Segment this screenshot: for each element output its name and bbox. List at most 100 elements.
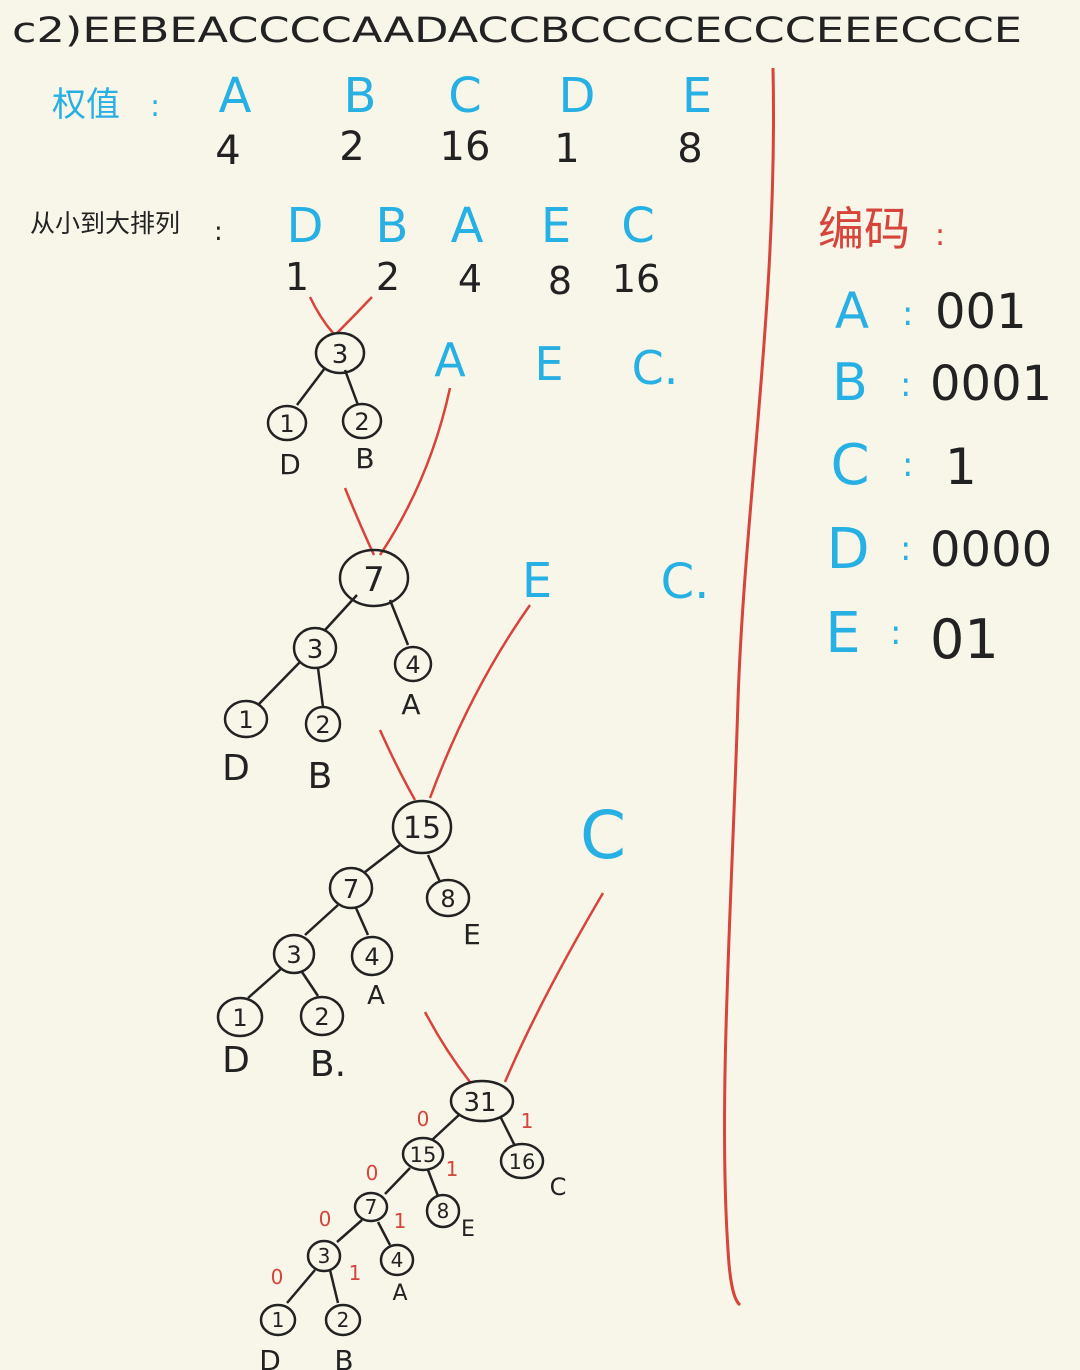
codes-title-colon: :: [935, 218, 945, 253]
merge-line: [503, 892, 605, 1083]
remaining-letter: E: [534, 337, 563, 391]
sorted-letter: C: [621, 198, 655, 254]
tree-node: 1 D: [222, 699, 269, 789]
tree-edge: [304, 904, 339, 936]
node-value: 15: [410, 1143, 437, 1167]
leaf-letter: B: [334, 1344, 353, 1370]
tree-edge: [324, 594, 358, 631]
leaf-letter: A: [367, 981, 385, 1011]
code-letter: D: [826, 517, 869, 582]
tree-node: 2 B: [341, 402, 383, 475]
weight-letter: E: [682, 68, 712, 124]
merge-line: [308, 296, 334, 334]
node-value: 3: [307, 635, 324, 665]
branch-bit: 0: [271, 1265, 284, 1289]
tree-node: 31: [449, 1079, 515, 1123]
sorted-letter: E: [541, 198, 571, 254]
node-value: 7: [363, 560, 385, 600]
sorted-value: 8: [548, 259, 572, 303]
leaf-letter: A: [401, 688, 420, 721]
sorted-value: 1: [285, 255, 309, 299]
step2: 7 3 4 A 1 D 2 B E C.: [222, 387, 710, 797]
leaf-letter: E: [463, 918, 481, 951]
tree-edge: [364, 844, 401, 873]
sorted-value: 2: [376, 255, 400, 299]
node-value: 2: [315, 711, 330, 739]
remaining-letter: C.: [661, 554, 710, 610]
tree-edge: [376, 1221, 392, 1246]
branch-bit: 0: [366, 1161, 379, 1185]
remaining-letter: C.: [632, 341, 679, 395]
code-colon: :: [900, 529, 911, 569]
tree-edge: [296, 367, 326, 406]
sorted-colon: :: [214, 217, 223, 247]
tree-step4: 31 15 16 C 7 8 E 3: [259, 1079, 567, 1370]
problem-string: c2)EEBEACCCCAADACCBCCCCECCCEEECCCE: [12, 11, 1022, 51]
leaf-letter: B: [355, 442, 374, 475]
code-value: 001: [935, 284, 1027, 340]
code-value: 0000: [930, 522, 1052, 578]
tree-edge: [343, 369, 360, 406]
code-colon: :: [902, 294, 913, 334]
merge-line: [378, 729, 417, 801]
tree-edge: [384, 1167, 411, 1195]
tree-node: 2 B: [304, 705, 342, 797]
leaf-letter: C: [550, 1173, 567, 1201]
weight-value: 2: [339, 124, 364, 170]
remaining-letter: A: [434, 333, 466, 387]
tree-edge: [336, 1219, 363, 1243]
tree-node: 4 A: [379, 1243, 415, 1306]
tree-node: 3: [272, 933, 316, 975]
leaf-letter: D: [259, 1344, 281, 1370]
code-letter: A: [835, 282, 869, 340]
tree-node: 7: [328, 866, 374, 910]
node-value: 4: [405, 651, 420, 679]
weight-value: 16: [440, 124, 491, 170]
tree-node: 1 D: [216, 996, 264, 1081]
tree-edge: [316, 667, 325, 708]
sorted-letter: B: [376, 198, 409, 254]
sorted-letter: A: [451, 198, 484, 254]
code-value: 01: [930, 608, 999, 671]
tree-edge: [328, 1269, 340, 1304]
tree-node: 16 C: [499, 1142, 567, 1201]
node-value: 15: [403, 811, 441, 846]
tree-node: 2 B.: [299, 995, 346, 1085]
code-colon: :: [900, 365, 911, 405]
remaining-letter: E: [522, 553, 552, 609]
weight-letter: C: [448, 68, 482, 124]
branch-bit: 1: [521, 1109, 534, 1133]
tree-step2: 7 3 4 A 1 D 2 B: [222, 548, 433, 797]
tree-edge: [431, 1113, 461, 1141]
code-letter: B: [832, 353, 868, 413]
tree-node: 7: [353, 1191, 389, 1223]
tree-node: 3: [306, 1239, 342, 1273]
code-letter: C: [830, 433, 869, 498]
step4: 31 15 16 C 7 8 E 3: [259, 892, 605, 1370]
node-value: 7: [343, 875, 360, 905]
leaf-letter: E: [461, 1217, 475, 1242]
branch-bit: 1: [394, 1209, 407, 1233]
tree-node: 3: [292, 626, 338, 670]
sorted-value: 16: [612, 257, 660, 301]
node-value: 8: [440, 885, 455, 913]
node-value: 31: [463, 1088, 496, 1118]
node-value: 7: [365, 1195, 378, 1219]
node-value: 4: [364, 943, 379, 971]
sorted-row: 从小到大排列 : D B A E C 1 2 4 8 16: [30, 198, 660, 303]
leaf-letter: A: [392, 1281, 407, 1306]
step3: 15 7 8 E 3 4 A 1 D: [216, 604, 626, 1085]
weight-value: 4: [215, 128, 240, 174]
node-value: 4: [391, 1248, 404, 1272]
weight-letter: A: [219, 68, 252, 124]
leaf-letter: B.: [310, 1044, 346, 1085]
node-value: 16: [509, 1150, 536, 1174]
merge-line: [423, 1011, 471, 1083]
node-value: 1: [279, 410, 294, 438]
sorted-letter: D: [287, 198, 324, 254]
tree-step3: 15 7 8 E 3 4 A 1 D: [216, 799, 481, 1085]
branch-bit: 0: [417, 1107, 430, 1131]
tree-node: 4 A: [350, 935, 394, 1011]
tree-node: 8 E: [425, 1193, 475, 1242]
